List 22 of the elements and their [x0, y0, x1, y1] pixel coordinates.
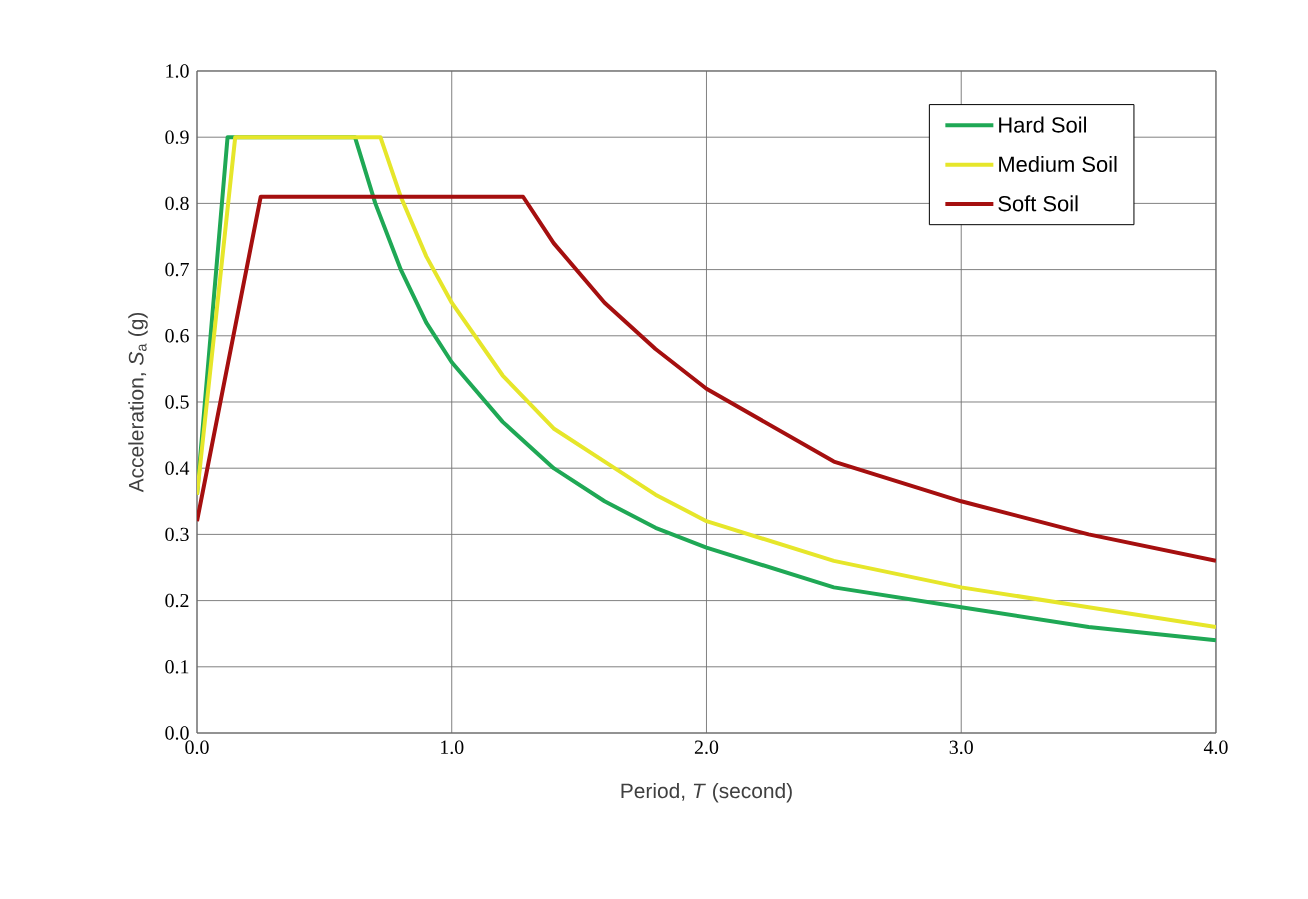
x-tick-label: 4.0: [1203, 740, 1228, 755]
y-tick-label: 0.8: [165, 196, 189, 211]
legend-label: Soft Soil: [998, 195, 1078, 212]
x-tick-label: 2.0: [694, 740, 719, 755]
y-tick-label: 0.1: [165, 660, 189, 674]
y-axis-title: Acceleration, S$_{a}$ (g): [128, 312, 148, 493]
y-tick-label: 0.6: [165, 329, 189, 343]
legend-label: Hard Soil: [999, 116, 1086, 133]
x-tick-label: 0.0: [185, 740, 209, 755]
legend-label: Medium Soil: [999, 155, 1117, 173]
line-series: [197, 194, 1216, 563]
y-tick-label: 0.7: [165, 262, 189, 277]
y-tick-label: 0.4: [165, 461, 190, 475]
x-tick-label: 1.0: [441, 740, 464, 755]
y-tick-label: 0.9: [165, 130, 189, 144]
x-tick-label: 3.0: [949, 740, 973, 755]
y-tick-label: 0.0: [165, 726, 189, 740]
y-tick-label: 0.3: [165, 527, 189, 542]
y-tick-label: 0.5: [165, 395, 189, 409]
y-tick-label: 0.2: [165, 593, 189, 608]
y-tick-label: 1.0: [166, 64, 189, 78]
x-axis-title: Period, T (second): [621, 782, 792, 803]
